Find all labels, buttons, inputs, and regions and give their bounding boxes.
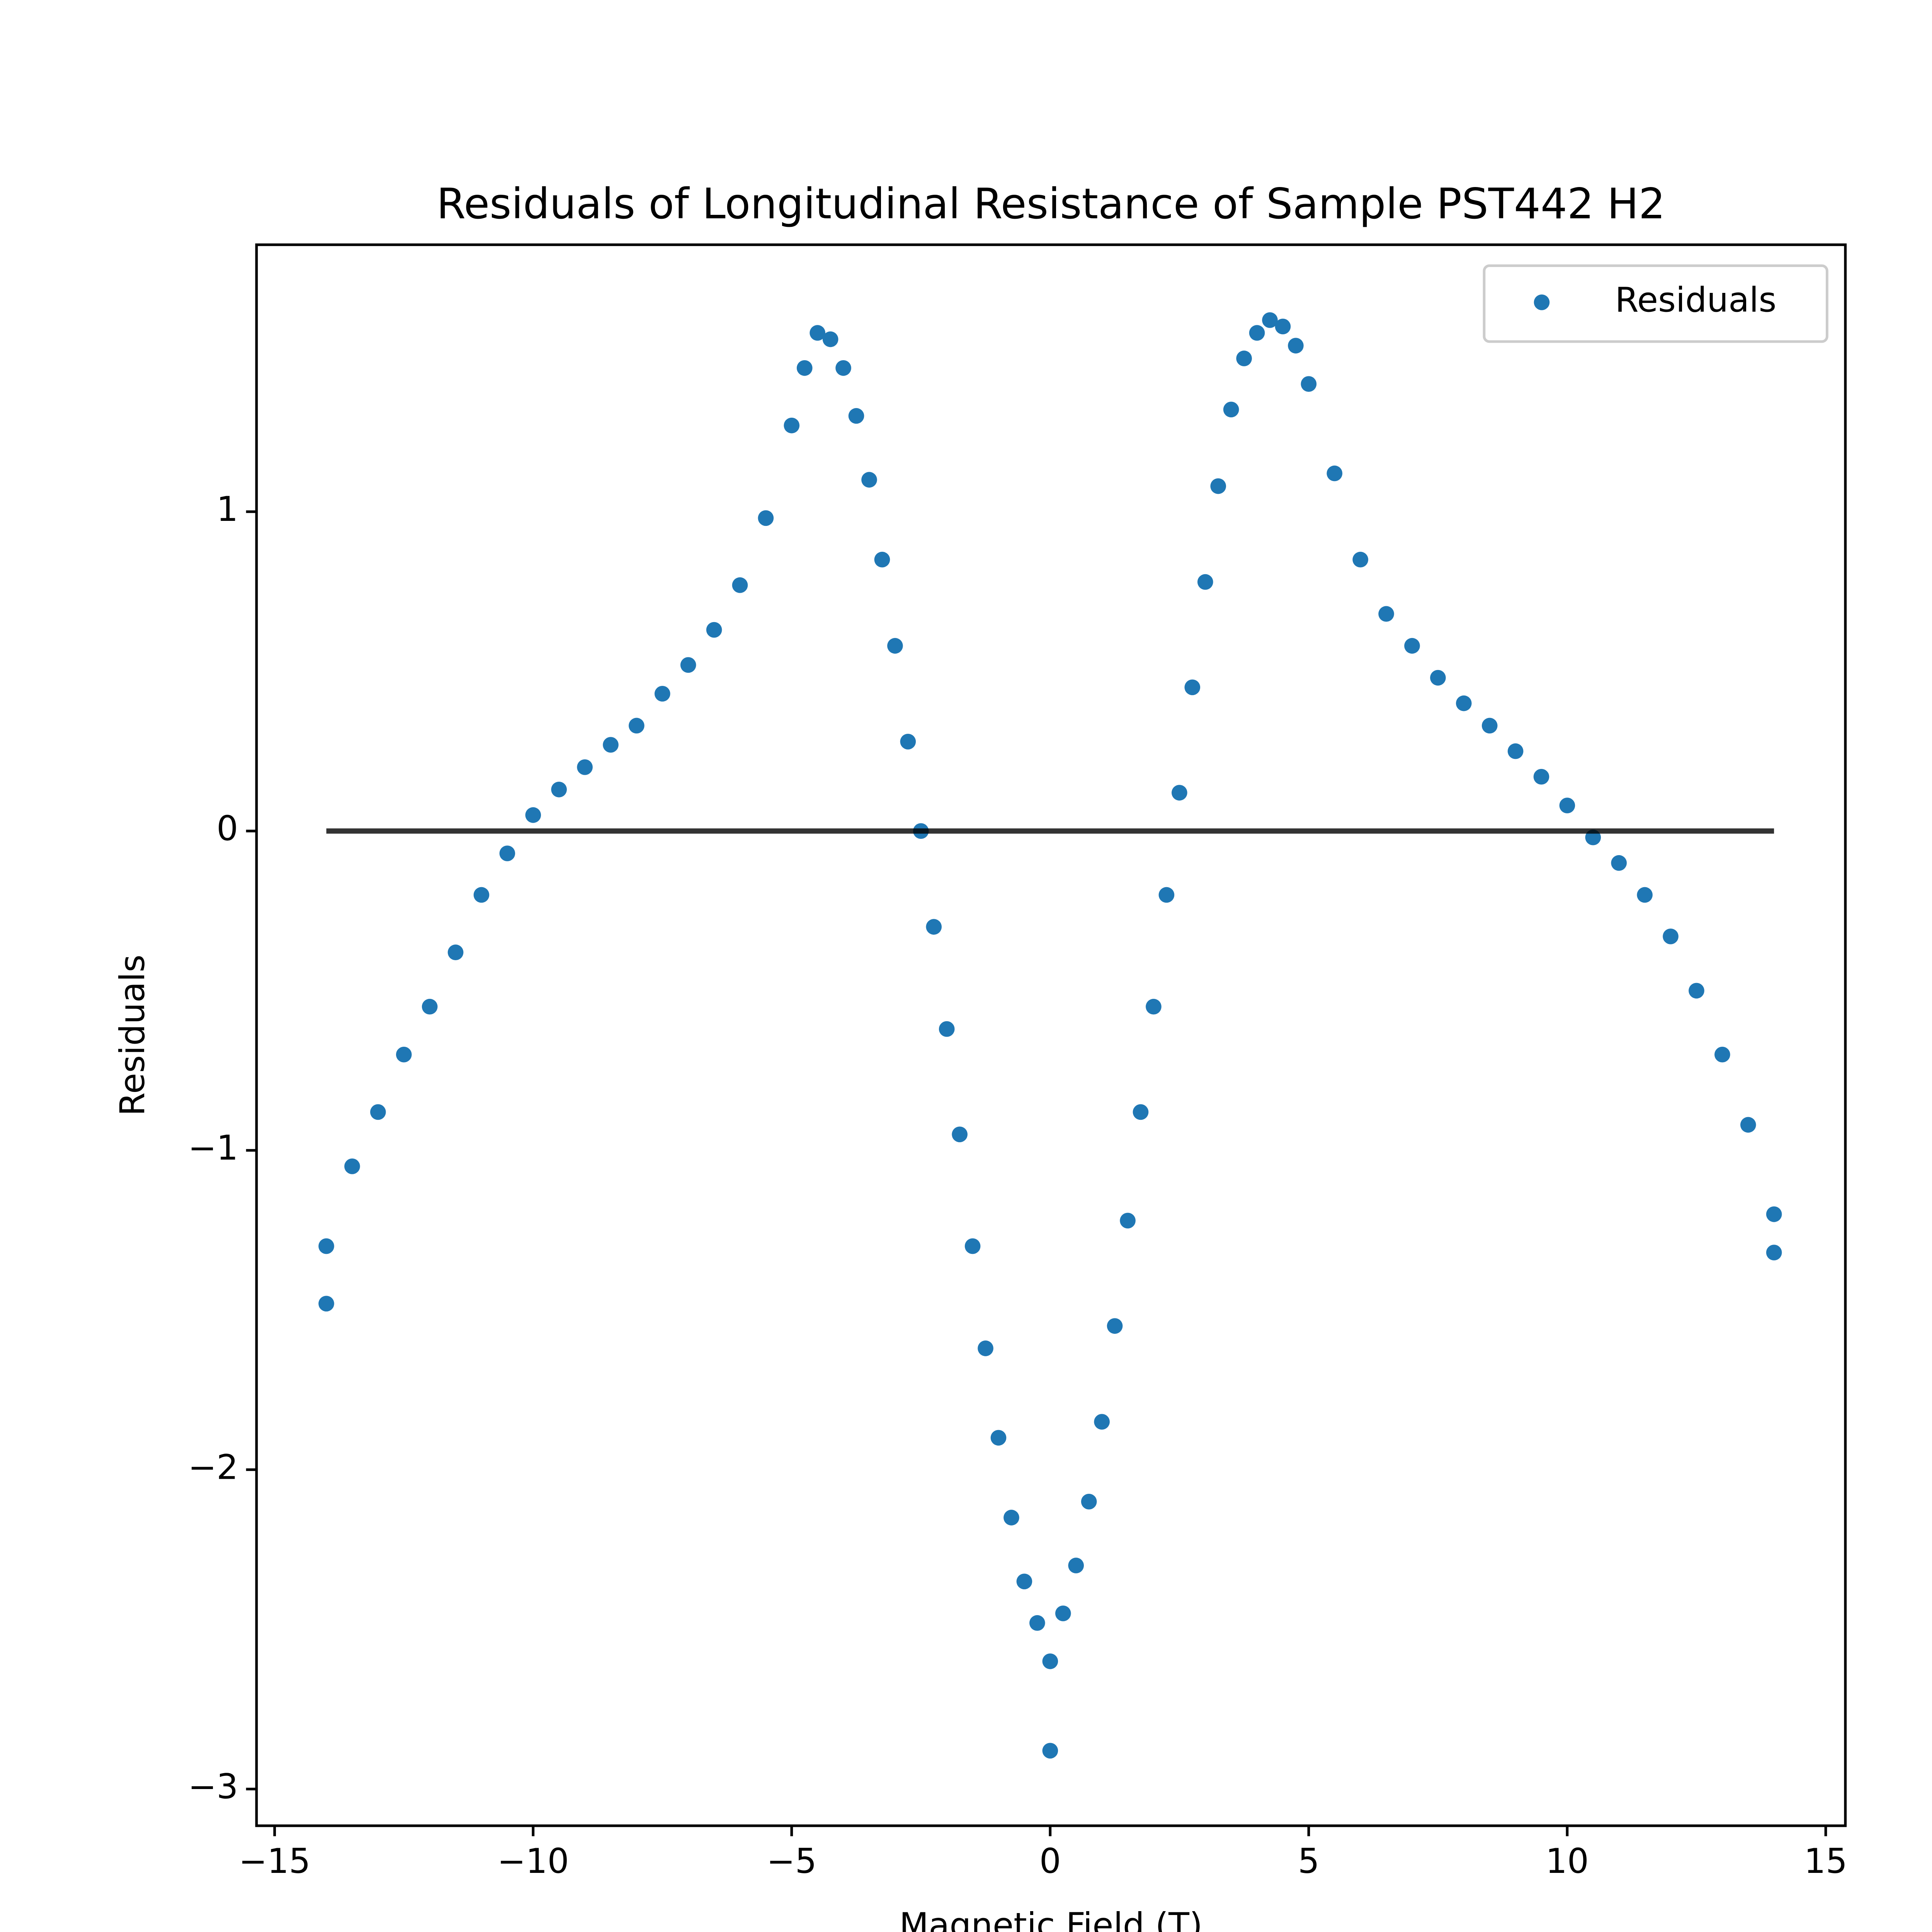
plot-frame (255, 243, 1847, 1827)
data-point (964, 1238, 981, 1254)
data-point (629, 718, 645, 734)
legend-box (1483, 264, 1828, 343)
data-point (1016, 1573, 1032, 1590)
data-point (1663, 929, 1679, 944)
data-point (874, 551, 890, 568)
data-point (835, 360, 851, 376)
data-point (990, 1430, 1007, 1446)
data-point (473, 887, 490, 903)
y-tick-label: 1 (216, 489, 238, 529)
data-point (1481, 718, 1498, 734)
data-point (1637, 887, 1653, 903)
data-point (784, 417, 800, 434)
data-point (396, 1046, 412, 1063)
data-point (1236, 350, 1252, 366)
data-point (499, 845, 515, 861)
legend-label: Residuals (1615, 280, 1777, 320)
data-point (1714, 1046, 1730, 1063)
data-point (1689, 983, 1704, 999)
data-point (654, 686, 670, 702)
data-point (1158, 887, 1175, 903)
data-point (577, 759, 593, 775)
y-tick-label: −3 (188, 1767, 238, 1806)
x-tick-label: −5 (767, 1841, 817, 1881)
data-point (344, 1158, 360, 1174)
data-point (1172, 785, 1187, 801)
data-point (1262, 312, 1278, 328)
data-point (1430, 670, 1446, 686)
data-point (1766, 1245, 1782, 1260)
data-point (758, 510, 774, 526)
data-point (1456, 695, 1472, 711)
data-point (1146, 998, 1162, 1015)
data-point (900, 733, 916, 750)
chart-title: Residuals of Longitudinal Resistance of … (437, 179, 1665, 228)
data-point (1288, 338, 1304, 354)
data-point (822, 331, 838, 347)
data-point (370, 1104, 386, 1120)
x-tick-label: 10 (1546, 1841, 1589, 1881)
data-point (1740, 1117, 1756, 1133)
data-point (1094, 1414, 1110, 1430)
data-point (952, 1126, 968, 1143)
x-tick-label: 0 (1039, 1841, 1061, 1881)
data-point (680, 657, 696, 673)
data-point (1081, 1493, 1097, 1510)
data-point (318, 1238, 334, 1254)
data-point (926, 919, 942, 935)
data-point (939, 1021, 955, 1037)
data-point (447, 944, 464, 961)
data-point (525, 807, 541, 823)
x-axis-label: Magnetic Field (T) (899, 1905, 1202, 1932)
data-point (978, 1340, 993, 1356)
data-point (1611, 855, 1627, 871)
data-point (1184, 679, 1201, 696)
data-point (1133, 1104, 1149, 1120)
data-point (318, 1296, 334, 1312)
data-point (1301, 376, 1317, 392)
y-tick-label: 0 (216, 809, 238, 849)
data-point (887, 638, 903, 654)
data-point (1120, 1213, 1136, 1229)
data-point (1042, 1653, 1058, 1669)
data-point (1107, 1318, 1123, 1334)
data-point (1533, 769, 1549, 785)
data-point (1068, 1558, 1084, 1573)
data-point (1352, 551, 1369, 568)
data-point (1223, 401, 1239, 418)
data-point (732, 577, 748, 593)
y-axis-label: Residuals (112, 954, 152, 1116)
data-point (796, 360, 813, 376)
x-tick-label: 15 (1804, 1841, 1847, 1881)
legend-marker (1534, 294, 1550, 310)
data-point (1559, 798, 1575, 813)
data-point (1210, 478, 1226, 494)
data-point (810, 325, 826, 341)
data-point (1766, 1206, 1782, 1222)
data-point (551, 781, 567, 798)
data-point (1275, 318, 1291, 335)
data-point (1507, 743, 1524, 759)
data-point (1327, 465, 1343, 481)
data-point (1042, 1743, 1058, 1759)
data-point (1249, 325, 1265, 341)
data-point (1029, 1615, 1045, 1631)
data-point (603, 737, 619, 753)
x-tick-label: −15 (239, 1841, 311, 1881)
y-tick-label: −2 (188, 1447, 238, 1487)
data-point (848, 408, 864, 424)
data-point (422, 998, 438, 1015)
data-point (1404, 638, 1420, 654)
data-point (1055, 1605, 1071, 1621)
x-tick-label: −10 (497, 1841, 569, 1881)
data-point (861, 472, 877, 488)
data-point (1197, 574, 1213, 590)
data-point (1003, 1510, 1019, 1526)
data-point (1378, 606, 1394, 622)
y-tick-label: −1 (188, 1128, 238, 1168)
x-tick-label: 5 (1298, 1841, 1320, 1881)
data-point (706, 622, 722, 638)
